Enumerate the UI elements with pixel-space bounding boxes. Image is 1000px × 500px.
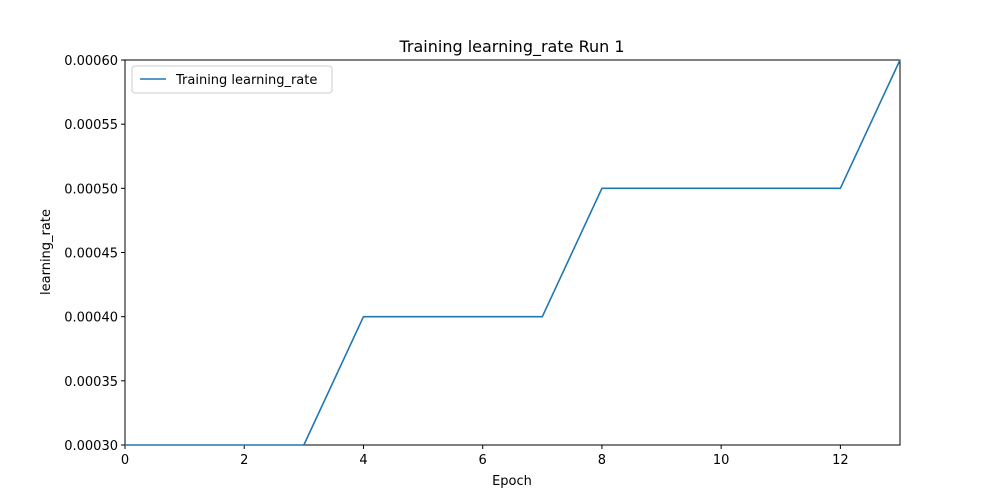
y-axis-label: learning_rate	[39, 209, 54, 295]
y-tick-label: 0.00050	[64, 182, 118, 197]
series-layer	[125, 59, 901, 446]
legend: Training learning_rate	[131, 65, 333, 94]
legend-box	[131, 65, 333, 94]
x-tick-label: 8	[598, 453, 606, 468]
x-tick-label: 6	[479, 453, 487, 468]
y-tick-label: 0.00035	[64, 375, 118, 390]
y-tick-label: 0.00040	[64, 311, 118, 326]
y-axis-ticks: 0.00030 0.00035 0.00040 0.00045 0.00050 0.000…	[64, 54, 125, 454]
x-tick-label: 0	[121, 453, 129, 468]
x-tick-label: 2	[240, 453, 248, 468]
x-tick-label: 4	[359, 453, 367, 468]
x-tick-label: 10	[713, 453, 730, 468]
y-tick-label: 0.00055	[64, 118, 118, 133]
y-tick-label: 0.00045	[64, 247, 118, 262]
x-tick-label: 12	[832, 453, 849, 468]
y-tick-label: 0.00030	[64, 439, 118, 454]
x-axis-ticks: 0 2 4 6 8 10 12	[121, 445, 849, 468]
series-line-training-learning-rate	[125, 59, 901, 446]
chart-title: Training learning_rate Run 1	[398, 37, 624, 57]
legend-label-training-learning-rate: Training learning_rate	[175, 73, 317, 88]
plot-area-frame	[124, 59, 901, 446]
y-tick-label: 0.00060	[64, 54, 118, 69]
x-axis-label: Epoch	[492, 474, 532, 489]
